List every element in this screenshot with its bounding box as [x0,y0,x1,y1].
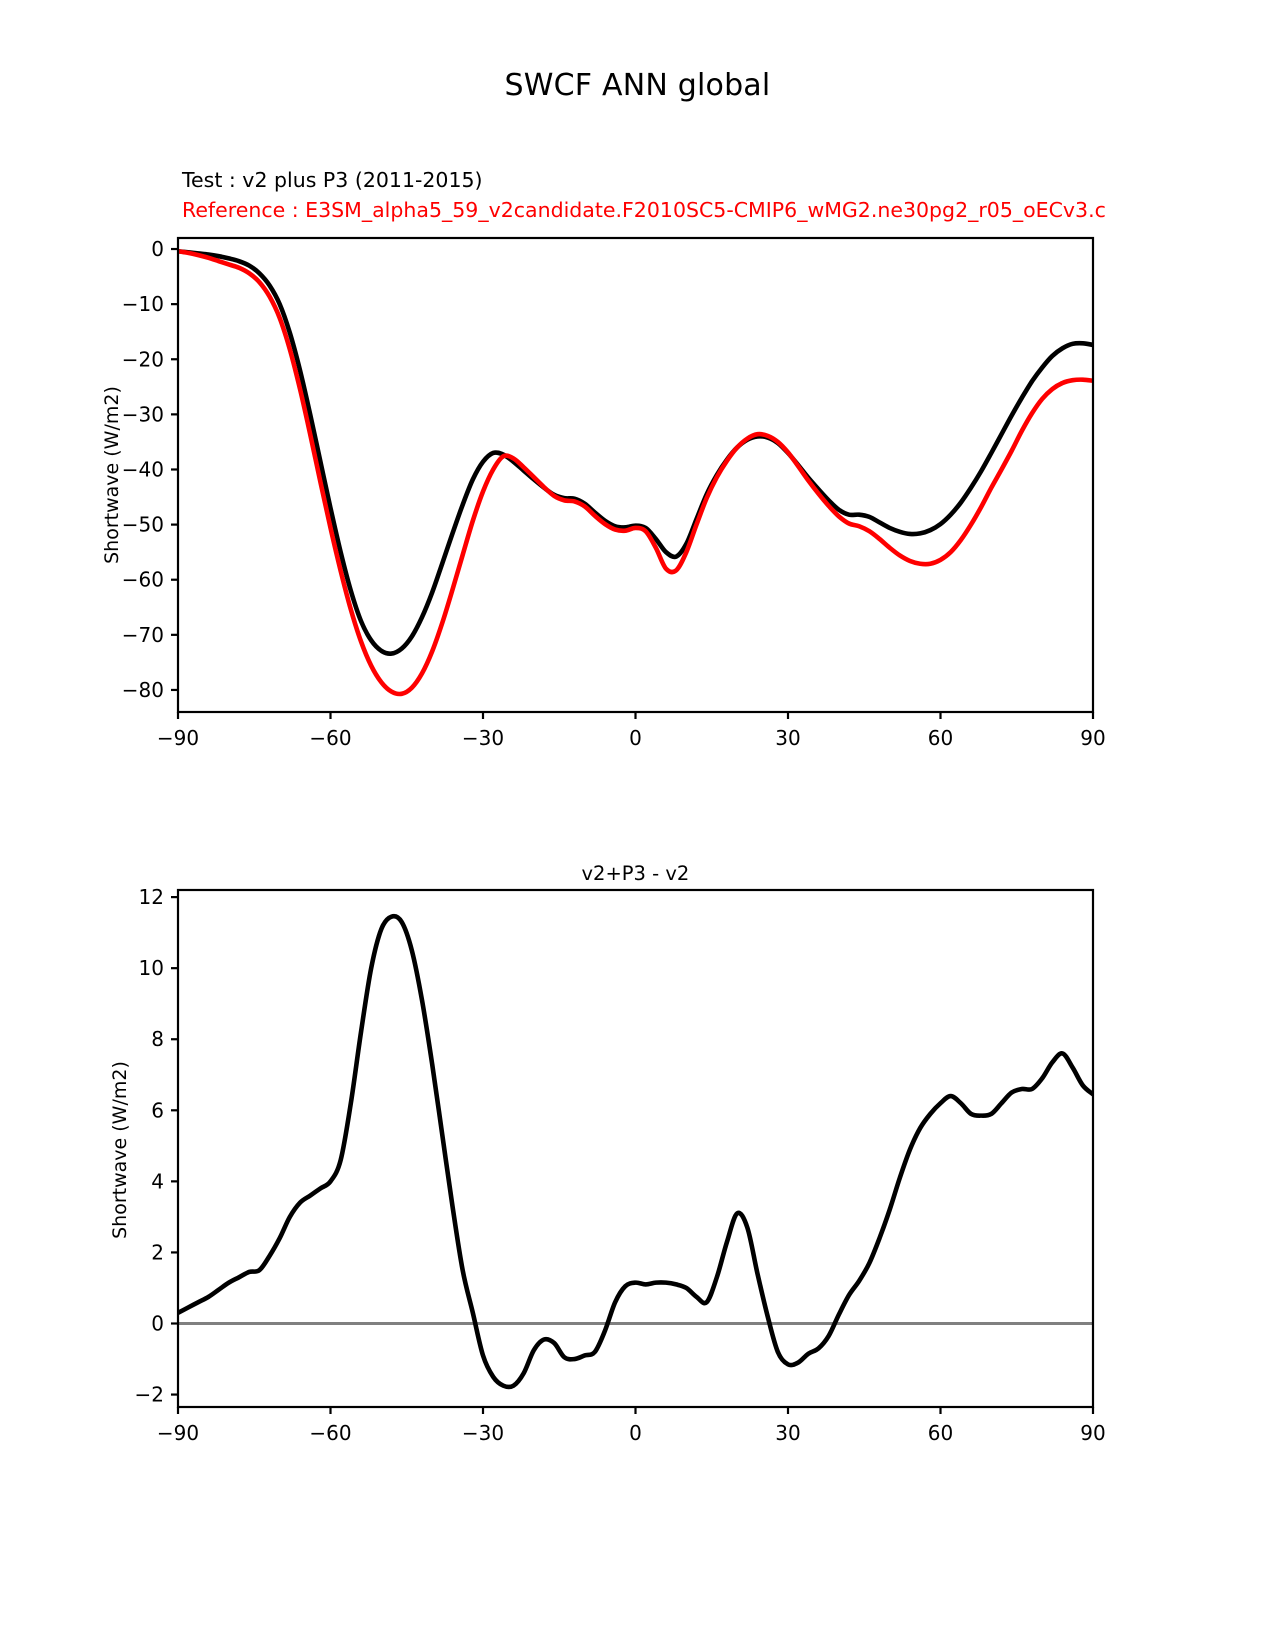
x-tick-label: 0 [629,726,642,750]
x-tick-label: −60 [309,1421,351,1445]
x-tick-label: 60 [928,1421,953,1445]
y-tick-label: 4 [151,1169,164,1193]
x-tick-label: 90 [1080,1421,1105,1445]
y-tick-label: 0 [151,237,164,261]
y-tick-label: −2 [135,1383,164,1407]
top-panel-y-axis-label: Shortwave (W/m2) [100,386,123,564]
reference-dataset-label: Reference : E3SM_alpha5_59_v2candidate.F… [182,198,1106,222]
x-tick-label: −30 [462,1421,504,1445]
x-tick-label: 30 [775,1421,800,1445]
y-tick-label: −60 [122,568,164,592]
plot-frame [176,236,1095,714]
bottom-panel-container: −90 −60 −30 0 30 60 90 12 10 8 6 4 2 0 −2 [0,820,1275,1460]
x-tick-label: −30 [462,726,504,750]
y-tick-label: 2 [151,1240,164,1264]
x-tick-label: 0 [629,1421,642,1445]
y-tick-label: 8 [151,1027,164,1051]
x-tick-label: 30 [775,726,800,750]
bottom-panel-title: v2+P3 - v2 [581,862,690,885]
test-dataset-label: Test : v2 plus P3 (2011-2015) [182,168,483,192]
top-panel-container: −90 −60 −30 0 30 60 90 0 −10 −20 −30 −40 −50 −60 −70 −8… [0,0,1275,800]
y-tick-label: 10 [139,956,164,980]
bottom-panel-chart: −90 −60 −30 0 30 60 90 12 10 8 6 4 2 0 −2 [135,885,1106,1445]
y-tick-label: 12 [139,885,164,909]
x-tick-label: −90 [157,1421,199,1445]
top-panel-chart: −90 −60 −30 0 30 60 90 0 −10 −20 −30 −40 −50 −60 −70 −8… [122,236,1106,750]
plot-frame [176,888,1095,1409]
x-tick-label: 60 [928,726,953,750]
series-line-1 [178,248,1093,697]
y-tick-label: −70 [122,623,164,647]
y-tick-label: −20 [122,347,164,371]
y-tick-label: −10 [122,292,164,316]
y-tick-label: −30 [122,402,164,426]
y-tick-label: 6 [151,1098,164,1122]
x-tick-label: 90 [1080,726,1105,750]
series-line-0 [178,913,1093,1390]
page-title: SWCF ANN global [504,68,771,103]
x-tick-label: −60 [309,726,351,750]
x-tick-label: −90 [157,726,199,750]
y-tick-label: −40 [122,457,164,481]
y-tick-label: 0 [151,1311,164,1335]
y-tick-label: −80 [122,678,164,702]
bottom-panel-y-axis-label: Shortwave (W/m2) [108,1061,131,1239]
y-tick-label: −50 [122,513,164,537]
